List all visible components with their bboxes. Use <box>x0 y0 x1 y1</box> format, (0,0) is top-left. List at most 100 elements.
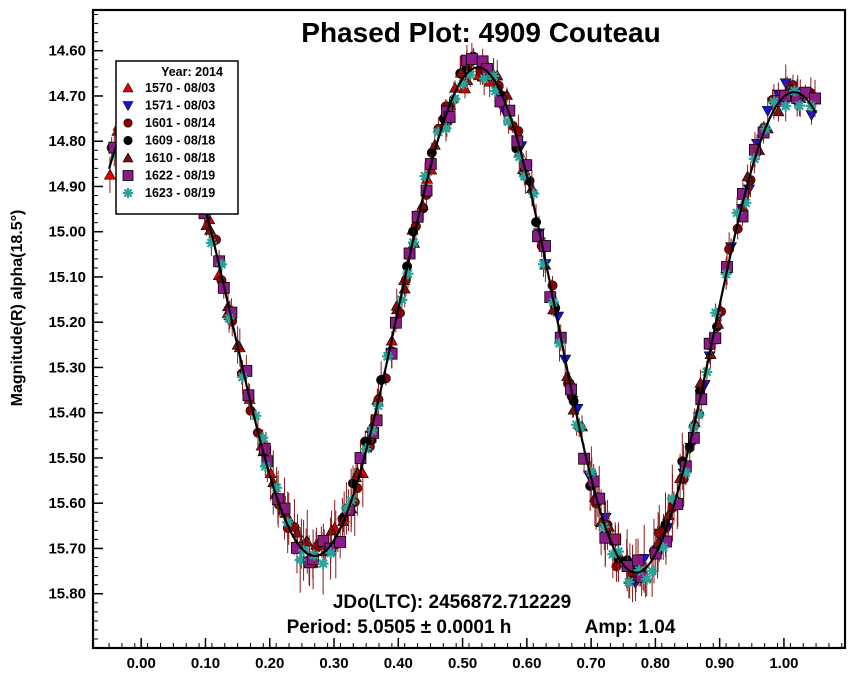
y-tick-label: 15.60 <box>48 495 86 512</box>
x-tick-label: 0.50 <box>448 655 477 672</box>
data-point <box>317 558 329 570</box>
legend-label: 1609 - 08/18 <box>145 134 215 148</box>
chart-title: Phased Plot: 4909 Couteau <box>301 17 660 48</box>
asterisk-stroke <box>458 79 468 89</box>
asterisk-stroke <box>441 123 451 134</box>
data-point <box>370 414 383 427</box>
x-tick-label: 0.90 <box>705 655 734 672</box>
asterisk-stroke <box>420 171 430 181</box>
y-tick-label: 14.60 <box>48 43 86 60</box>
y-axis: 14.60 14.70 14.80 14.90 15.00 15.10 15.20 15.30… <box>48 14 103 640</box>
legend-marker <box>122 101 134 112</box>
data-point <box>478 73 490 85</box>
x-tick-label: 0.40 <box>384 655 413 672</box>
x-tick-label: 0.10 <box>191 655 220 672</box>
asterisk-stroke <box>599 522 609 532</box>
data-point <box>278 502 291 515</box>
asterisk-stroke <box>789 86 800 96</box>
asterisk-stroke <box>642 574 652 584</box>
data-point <box>646 565 658 577</box>
data-point <box>354 452 367 464</box>
series-1571 <box>491 64 818 602</box>
data-point <box>539 240 551 252</box>
legend-box <box>115 60 239 215</box>
legend-marker <box>123 118 133 128</box>
asterisk-stroke <box>586 467 596 477</box>
y-tick-label: 15.80 <box>48 586 86 603</box>
asterisk-stroke <box>658 542 668 553</box>
y-tick-label: 15.40 <box>48 405 86 422</box>
x-tick-label: 0.60 <box>512 655 541 672</box>
data-point <box>761 106 774 117</box>
data-point <box>789 85 801 97</box>
y-tick-label: 15.00 <box>48 224 86 241</box>
data-point <box>325 524 338 536</box>
x-tick-label: 1.00 <box>769 655 798 672</box>
asterisk-stroke <box>781 101 791 111</box>
data-point <box>641 573 653 585</box>
data-point <box>103 168 116 180</box>
data-point <box>623 576 635 588</box>
y-tick-label: 15.50 <box>48 450 86 467</box>
asterisk-stroke <box>794 100 805 111</box>
asterisk-stroke <box>251 411 261 421</box>
legend-marker <box>122 152 134 163</box>
asterisk-stroke <box>681 467 691 478</box>
asterisk-stroke <box>488 71 499 81</box>
epoch-annotation: JDo(LTC): 2456872.712229 <box>333 592 571 613</box>
legend-marker <box>122 82 134 93</box>
asterisk-stroke <box>575 422 586 433</box>
asterisk-stroke <box>769 97 779 107</box>
data-point <box>465 53 478 65</box>
asterisk-stroke <box>647 566 657 576</box>
legend-label: 1571 - 08/03 <box>145 99 215 113</box>
amplitude-annotation: Amp: 1.04 <box>585 617 676 638</box>
asterisk-stroke <box>318 558 328 569</box>
x-axis: 0.00 0.10 0.20 0.30 0.40 0.50 0.60 0.70 0.80 0.90… <box>108 638 843 672</box>
legend: Year: 2014 1570 - 08/03 1571 - 08/03 1601 … <box>115 60 239 215</box>
data-point <box>793 100 805 112</box>
legend-marker <box>122 170 134 181</box>
legend-label: 1610 - 08/18 <box>145 151 215 165</box>
asterisk-stroke <box>479 73 489 84</box>
y-tick-label: 15.20 <box>48 314 86 331</box>
legend-label: 1570 - 08/03 <box>145 81 215 95</box>
asterisk-stroke <box>465 70 475 80</box>
y-tick-label: 15.10 <box>48 269 86 286</box>
data-point <box>454 66 467 78</box>
data-point <box>780 100 792 112</box>
legend-marker <box>123 188 133 198</box>
asterisk-stroke <box>450 94 460 104</box>
data-point <box>532 230 544 243</box>
x-tick-label: 0.30 <box>319 655 348 672</box>
y-tick-label: 14.90 <box>48 178 86 195</box>
data-point <box>494 95 507 108</box>
x-tick-label: 0.80 <box>641 655 670 672</box>
asterisk-stroke <box>732 208 742 218</box>
data-point <box>709 332 722 345</box>
y-tick-label: 14.70 <box>48 88 86 105</box>
asterisk-stroke <box>295 555 305 565</box>
asterisk-stroke <box>123 188 133 198</box>
asterisk-stroke <box>326 548 336 558</box>
y-tick-label: 15.30 <box>48 359 86 376</box>
asterisk-stroke <box>624 577 634 587</box>
legend-title: Year: 2014 <box>161 65 223 79</box>
data-point <box>325 547 337 559</box>
x-tick-label: 0.70 <box>577 655 606 672</box>
asterisk-stroke <box>741 198 751 208</box>
fit-curve <box>108 66 818 574</box>
asterisk-stroke <box>667 493 677 504</box>
asterisk-stroke <box>260 461 271 472</box>
y-axis-label: Magnitude(R) alpha(18.5°) <box>9 210 26 407</box>
period-annotation: Period: 5.0505 ± 0.0001 h <box>287 617 512 638</box>
x-tick-label: 0.00 <box>127 655 156 672</box>
y-tick-label: 14.80 <box>48 133 86 150</box>
data-point <box>809 92 821 105</box>
y-tick-label: 15.70 <box>48 540 86 557</box>
x-tick-label: 0.20 <box>255 655 284 672</box>
legend-label: 1623 - 08/19 <box>145 186 215 200</box>
data-point <box>334 536 347 548</box>
legend-marker <box>123 135 133 146</box>
